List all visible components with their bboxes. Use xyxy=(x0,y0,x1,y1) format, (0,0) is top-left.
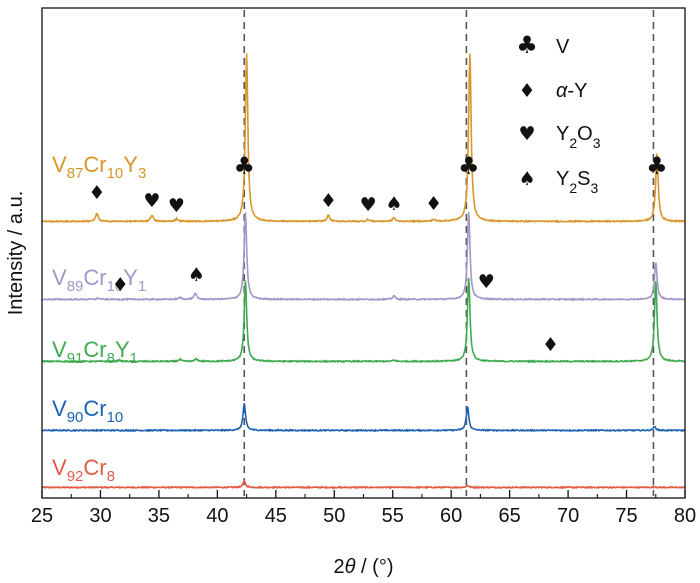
legend-label-3: Y2S3 xyxy=(556,168,598,196)
plot-frame xyxy=(41,7,686,499)
x-tick-label-0: 25 xyxy=(31,505,53,527)
spade-marker-8: ♠ xyxy=(385,193,402,215)
heart-icon: ♥ xyxy=(518,123,535,145)
legend: ♣ V ♦ α-Y ♥ Y2O3 ♠ Y2S3 xyxy=(516,31,600,196)
x-tick-label-4: 45 xyxy=(265,505,287,527)
x-tick-label-1: 30 xyxy=(89,505,111,527)
heart-marker-5: ♥ xyxy=(168,195,185,217)
x-axis-label: 2θ / (°) xyxy=(333,556,393,578)
spade-icon: ♠ xyxy=(518,168,535,190)
x-tick-label-6: 55 xyxy=(382,505,404,527)
diamond-icon: ♦ xyxy=(518,80,535,102)
series-label-3: V89Cr10Y1 xyxy=(52,265,146,295)
series-label-1: V90Cr10 xyxy=(52,396,123,426)
series-line-4 xyxy=(41,53,686,224)
series-label-4: V87Cr10Y3 xyxy=(52,152,146,182)
heart-marker-4: ♥ xyxy=(143,190,160,212)
series-line-2 xyxy=(41,277,686,364)
legend-label-2: Y2O3 xyxy=(556,123,601,151)
y-axis-label: Intensity / a.u. xyxy=(5,191,27,316)
club-marker-0: ♣ xyxy=(233,152,255,180)
legend-label-0: V xyxy=(556,36,570,58)
series-group xyxy=(41,53,686,490)
axes: 25 30 35 40 45 50 55 60 65 70 75 80 2θ / (°) Intensit… xyxy=(5,7,696,578)
series-label-0: V92Cr8 xyxy=(52,455,115,485)
x-tick-label-2: 35 xyxy=(148,505,170,527)
heart-marker-7: ♥ xyxy=(360,194,377,216)
x-tick-label-3: 40 xyxy=(206,505,228,527)
diamond-marker-9: ♦ xyxy=(425,193,442,215)
legend-label-1: α-Y xyxy=(556,80,587,102)
x-tick-label-5: 50 xyxy=(323,505,345,527)
x-tick-label-10: 75 xyxy=(615,505,637,527)
reference-lines xyxy=(243,10,655,496)
x-tick-label-9: 70 xyxy=(557,505,579,527)
x-tick-label-7: 60 xyxy=(440,505,462,527)
heart-marker-12: ♥ xyxy=(478,271,495,293)
club-icon: ♣ xyxy=(516,31,538,59)
diamond-marker-6: ♦ xyxy=(320,190,337,212)
club-marker-1: ♣ xyxy=(458,152,480,180)
diamond-marker-13: ♦ xyxy=(542,334,559,356)
phase-markers: ♣ ♣ ♣ ♦ ♥ ♥ ♦ ♥ ♠ ♦ ♦ ♠ ♥ ♦ xyxy=(88,152,667,356)
x-tick-label-8: 65 xyxy=(499,505,521,527)
series-line-3 xyxy=(41,212,686,302)
diamond-marker-10: ♦ xyxy=(112,274,129,296)
series-line-0 xyxy=(41,479,686,490)
series-line-1 xyxy=(41,403,686,433)
club-marker-2: ♣ xyxy=(646,152,668,180)
spade-marker-11: ♠ xyxy=(188,264,205,286)
series-labels: V92Cr8 V90Cr10 V91Cr8Y1 V89Cr10Y1 V87Cr10Y3 xyxy=(52,152,146,485)
series-label-2: V91Cr8Y1 xyxy=(52,337,138,367)
diamond-marker-3: ♦ xyxy=(88,182,105,204)
x-tick-label-11: 80 xyxy=(674,505,696,527)
